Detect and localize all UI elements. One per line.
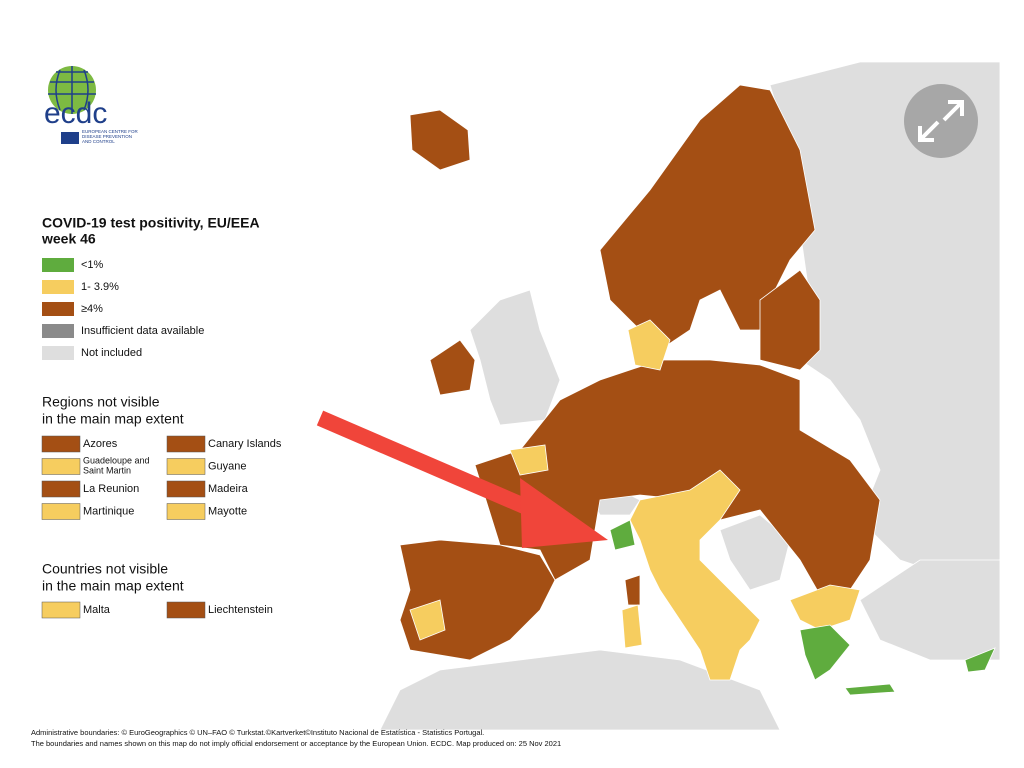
legend-label: Canary Islands [208,438,282,450]
legend-label: Madeira [208,483,249,495]
countries-heading: Countries not visible [42,561,168,577]
footer: The boundaries and names shown on this m… [31,739,561,748]
title: COVID-19 test positivity, EU/EEA [42,215,260,231]
legend-label: ≥4% [81,303,103,315]
legend-label: Liechtenstein [208,604,273,616]
land-green [844,683,896,696]
expand-button[interactable] [904,84,978,158]
logo-subtitle: EUROPEAN CENTRE FOR DISEASE PREVENTION A… [82,129,138,144]
regions-heading: in the main map extent [42,411,184,427]
legend-label: 1- 3.9% [81,281,119,293]
legend-label: Not included [81,347,142,359]
land-yellow [629,469,761,681]
land-yellow [789,584,861,631]
regions-heading: Regions not visible [42,394,160,410]
title: week 46 [41,231,96,247]
legend-swatch [42,280,74,294]
land-brown [409,109,471,171]
legend-swatch [166,458,206,475]
legend-swatch [41,601,81,619]
legend-label: Martinique [83,505,134,517]
legend-swatch [42,258,74,272]
logo-subtitle-box: EUROPEAN CENTRE FOR DISEASE PREVENTION A… [82,129,138,144]
legend-label: Malta [83,604,111,616]
land-yellow [409,599,446,641]
legend-swatch [41,503,81,520]
land-brown [429,339,476,396]
land-gray [379,649,781,731]
footer: Administrative boundaries: © EuroGeograp… [31,728,484,737]
land-gray [859,559,1001,661]
legend-label: La Reunion [83,483,139,495]
legend-label: Insufficient data available [81,325,204,337]
land-brown [759,269,821,371]
legend-swatch [166,601,206,619]
land-green [609,519,636,551]
legend-label: Guyane [208,460,247,472]
legend-swatch [166,480,206,498]
legend-swatch [41,480,81,498]
map [379,61,1001,731]
legend: <1% 1- 3.9% ≥4% Insufficient data available… [41,258,282,619]
legend-swatch [42,346,74,360]
legend-swatch [41,458,81,475]
legend-label: <1% [81,259,104,271]
land-green [964,647,996,673]
legend-swatch [41,435,81,453]
land-gray [769,61,1001,581]
land-brown [624,574,641,606]
land-yellow [621,604,643,649]
legend-swatch [166,435,206,453]
legend-label: Guadeloupe and Saint Martin [83,456,150,476]
legend-label: Mayotte [208,505,247,517]
land-yellow [627,319,671,371]
legend-swatch [42,324,74,338]
arrow [316,410,608,548]
legend-swatch [166,503,206,520]
logo: ecdc EUROPEAN CENTRE FOR DISEASE PREVENT… [44,66,138,144]
logo-name: ecdc [44,97,107,130]
land-gray [719,514,791,591]
countries-heading: in the main map extent [42,578,184,594]
land-yellow [509,444,549,476]
legend-swatch [42,302,74,316]
legend-label: Azores [83,438,118,450]
land-gray [469,289,561,426]
land-green [799,624,851,681]
land-brown [399,539,556,661]
